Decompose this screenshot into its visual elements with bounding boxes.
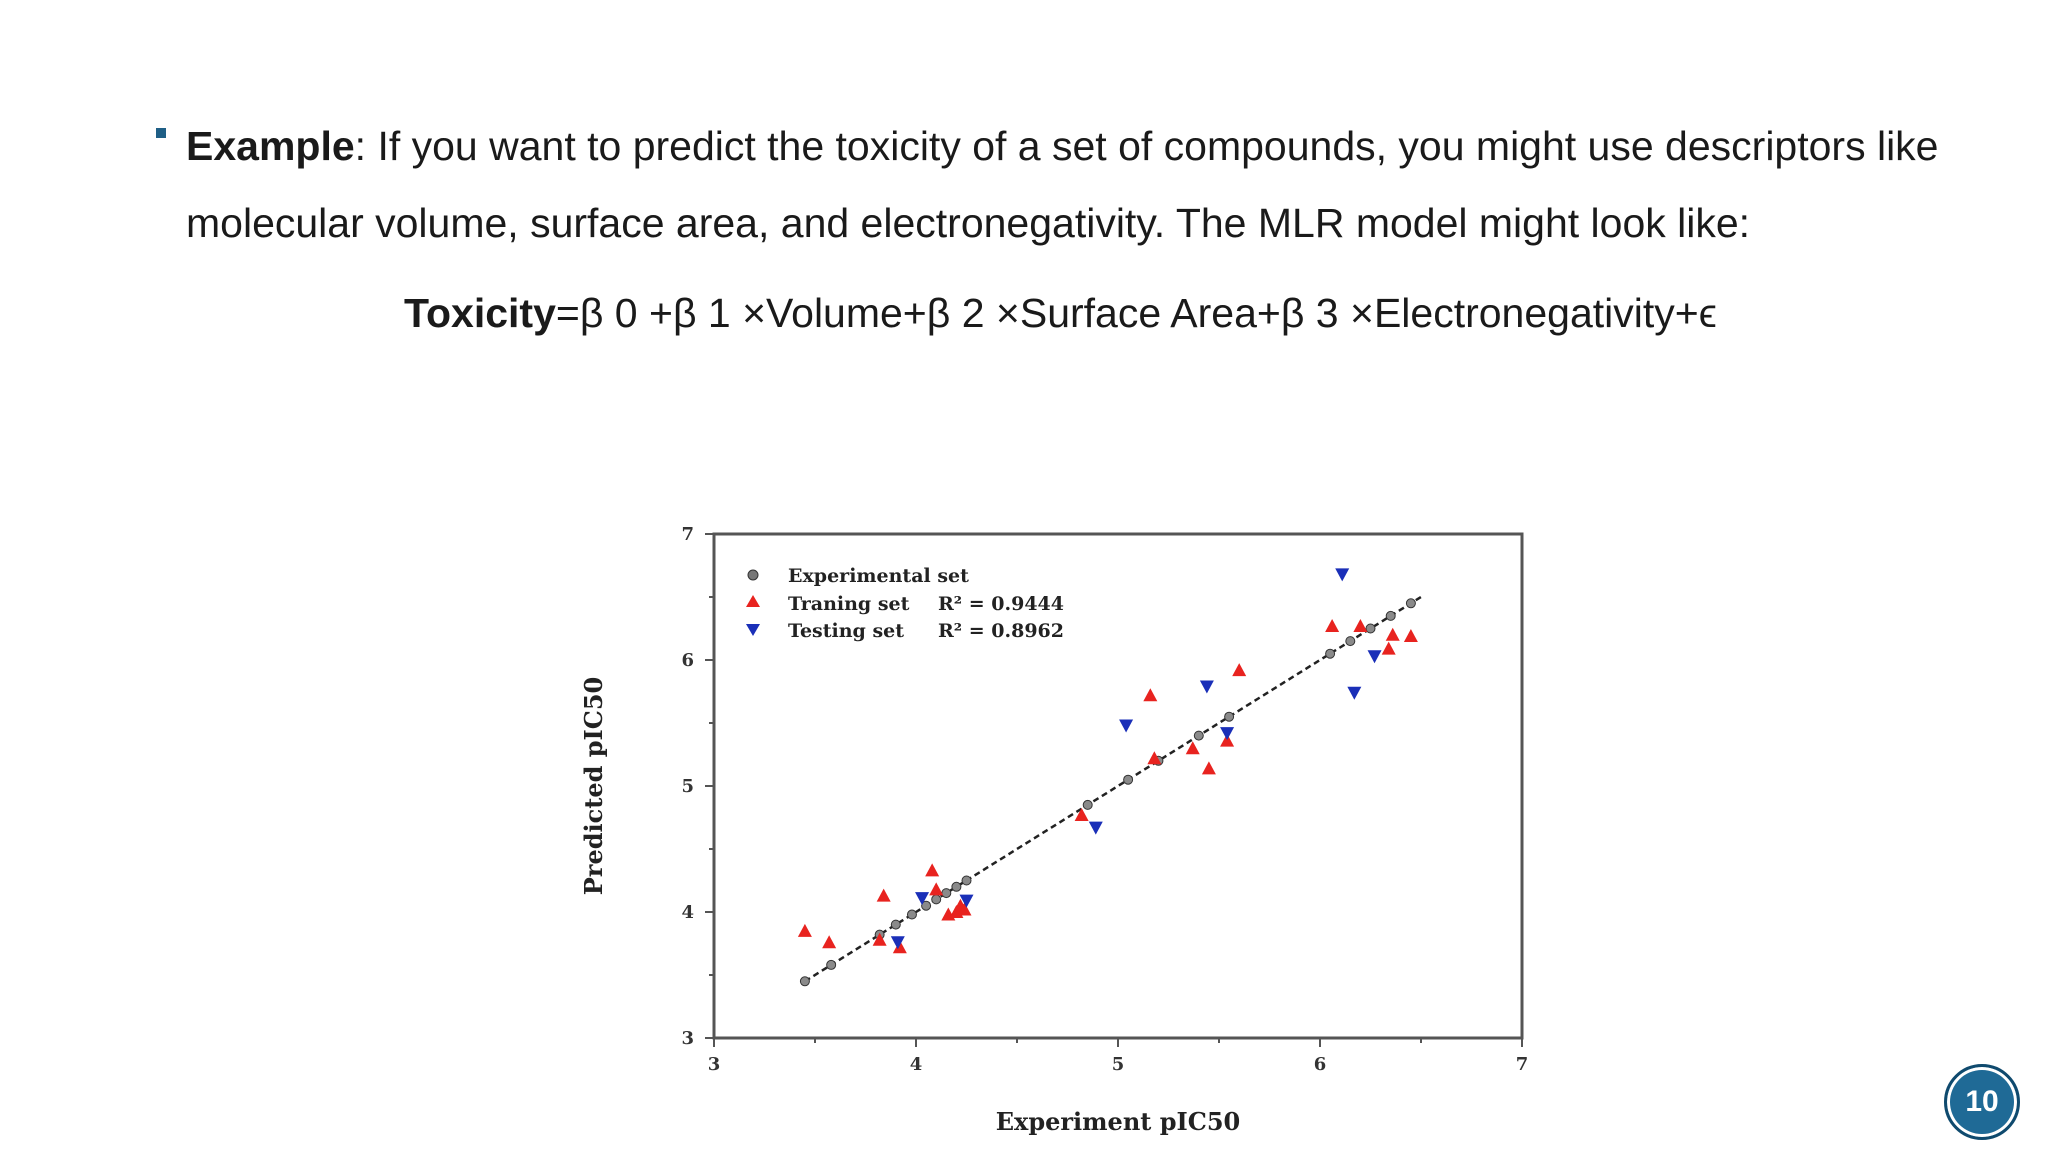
- y-tick-label-4: 7: [681, 524, 694, 545]
- experimental-set-point-19: [1405, 598, 1416, 609]
- traning-set-point-6: [929, 882, 944, 896]
- traning-set-point-20: [1381, 641, 1396, 655]
- experimental-set-point-14: [1224, 711, 1235, 722]
- traning-set-point-10: [957, 902, 972, 916]
- traning-set-point-19: [1353, 618, 1368, 632]
- traning-set-point-17: [1232, 663, 1247, 677]
- mlr-formula: Toxicity=β 0 +β 1 ×Volume+β 2 ×Surface A…: [404, 290, 1717, 337]
- data-points: [797, 568, 1418, 987]
- legend-testing-marker: [746, 624, 760, 636]
- y-tick-label-0: 3: [681, 1028, 694, 1049]
- traning-set-point-22: [1403, 629, 1418, 643]
- traning-set-point-4: [892, 940, 907, 954]
- formula-rhs: =β 0 +β 1 ×Volume+β 2 ×Surface Area+β 3 …: [555, 290, 1717, 336]
- experimental-set-point-3: [890, 919, 901, 930]
- legend-testing-r2: R² = 0.8962: [938, 620, 1064, 642]
- testing-set-point-1: [915, 892, 930, 906]
- experimental-set-point-18: [1385, 610, 1396, 621]
- traning-set-point-16: [1220, 733, 1235, 747]
- experimental-set-point-9: [961, 875, 972, 886]
- experimental-set-point-4: [906, 909, 917, 920]
- testing-set-point-9: [1367, 650, 1382, 664]
- experimental-set-point-16: [1345, 636, 1356, 647]
- experimental-set-point-8: [951, 881, 962, 892]
- experimental-set-point-6: [931, 894, 942, 905]
- fit-line: [804, 595, 1422, 983]
- traning-set-point-1: [822, 935, 837, 949]
- traning-set-point-11: [1074, 807, 1089, 821]
- testing-set-point-2: [959, 894, 974, 908]
- legend-testing-label: Testing set: [788, 620, 904, 642]
- legend-experimental-marker: [747, 569, 759, 581]
- legend-training-marker: [746, 595, 760, 607]
- traning-set-point-3: [876, 888, 891, 902]
- testing-set-point-8: [1347, 686, 1362, 700]
- traning-set-point-2: [872, 932, 887, 946]
- experimental-set-point-7: [941, 888, 952, 899]
- formula-lhs: Toxicity: [404, 290, 556, 336]
- testing-set-point-6: [1220, 727, 1235, 741]
- traning-set-point-13: [1147, 751, 1162, 765]
- testing-set-point-0: [890, 936, 905, 950]
- x-tick-label-1: 4: [910, 1054, 923, 1075]
- traning-set-point-18: [1325, 618, 1340, 632]
- traning-set-point-0: [797, 923, 812, 937]
- x-axis-label: Experiment pIC50: [996, 1107, 1240, 1136]
- legend-training-r2: R² = 0.9444: [938, 593, 1064, 615]
- testing-set-point-5: [1199, 680, 1214, 694]
- y-axis-label: Predicted pIC50: [579, 677, 608, 895]
- traning-set-point-14: [1185, 741, 1200, 755]
- bullet-label: Example: [186, 123, 355, 169]
- traning-set-point-15: [1201, 761, 1216, 775]
- legend-training-label: Traning set: [788, 593, 910, 615]
- experimental-set-point-13: [1193, 730, 1204, 741]
- y-tick-label-2: 5: [681, 776, 694, 797]
- x-tick-label-3: 6: [1314, 1054, 1327, 1075]
- testing-set-point-7: [1335, 568, 1350, 582]
- fit-line-layer: [804, 595, 1422, 983]
- traning-set-point-12: [1143, 688, 1158, 702]
- experimental-set-point-17: [1365, 623, 1376, 634]
- legend-experimental-label: Experimental set: [788, 565, 969, 587]
- testing-set-point-3: [1088, 821, 1103, 835]
- x-tick-label-2: 5: [1112, 1054, 1125, 1075]
- scatter-chart: 3 4 5 6 7 3 4 5 6 7 Experimental set Traning set …: [579, 524, 1528, 1136]
- y-tick-label-1: 4: [681, 902, 694, 923]
- y-tick-label-3: 6: [681, 650, 694, 671]
- bullet-text: Example: If you want to predict the toxi…: [186, 108, 1986, 262]
- experimental-set-point-0: [799, 976, 810, 987]
- experimental-set-point-10: [1082, 799, 1093, 810]
- traning-set-point-21: [1385, 627, 1400, 641]
- traning-set-point-5: [925, 863, 940, 877]
- page-number-badge: 10: [1944, 1064, 2020, 1140]
- experimental-set-point-5: [921, 900, 932, 911]
- experimental-set-point-15: [1325, 648, 1336, 659]
- experimental-set-point-1: [826, 959, 837, 970]
- bullet-square-icon: [156, 128, 166, 138]
- axis-ticks: 3 4 5 6 7 3 4 5 6 7: [681, 524, 1528, 1075]
- legend: Experimental set Traning set R² = 0.9444…: [746, 565, 1064, 642]
- experimental-set-point-11: [1123, 774, 1134, 785]
- x-tick-label-4: 7: [1516, 1054, 1529, 1075]
- x-tick-label-0: 3: [708, 1054, 721, 1075]
- testing-set-point-4: [1119, 719, 1134, 733]
- bullet-body: : If you want to predict the toxicity of…: [186, 123, 1939, 246]
- page-number: 10: [1965, 1085, 1999, 1118]
